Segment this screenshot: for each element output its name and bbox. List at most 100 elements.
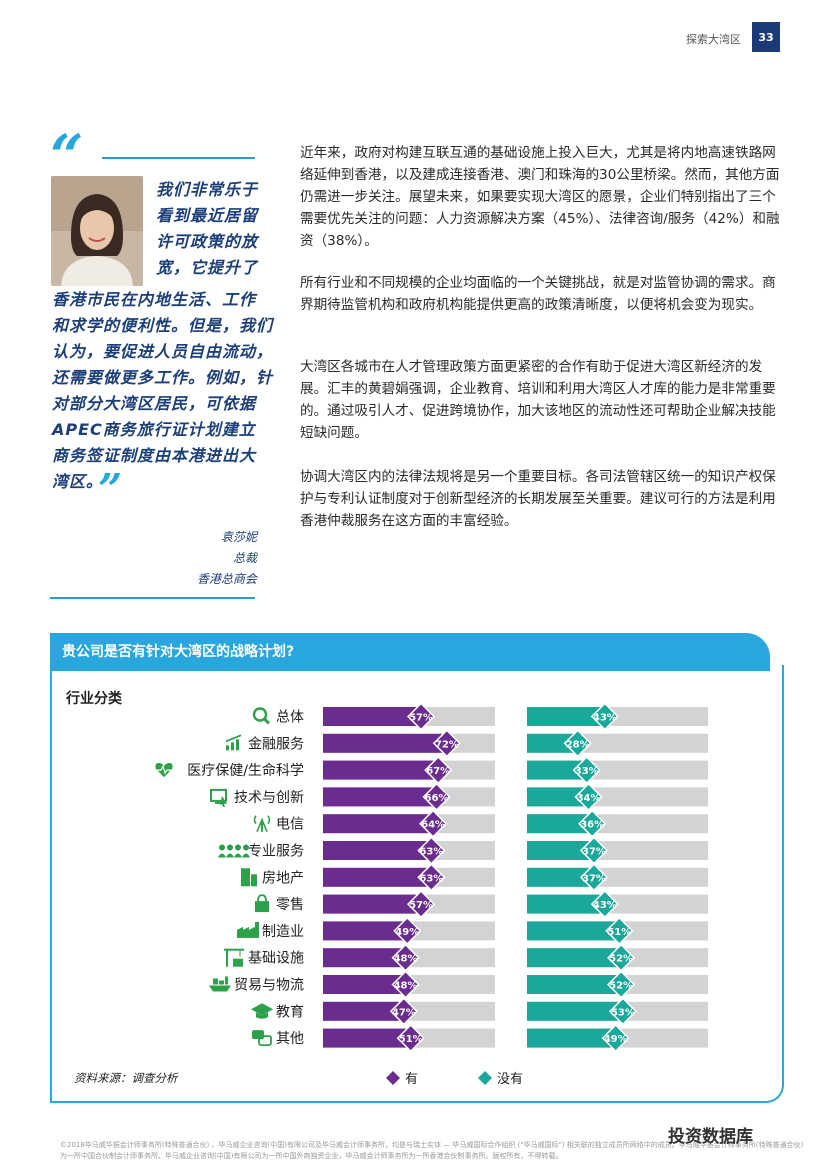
graduation-cap-icon [251,1003,273,1019]
legend-label: 没有 [497,1072,523,1087]
body-paragraph: 近年来，政府对构建互联互通的基础设施上投入巨大，尤其是将内地高速铁路网络延伸到香… [300,145,780,249]
bar-no [527,921,620,941]
chart-title: 贵公司是否有针对大湾区的战略计划? [62,644,295,660]
category-label: 电信 [276,817,304,833]
value-marker [572,756,601,785]
footer-copyright: ©2018毕马威华振会计师事务所(特殊普通合伙) 、毕马威企业咨询(中国)有限公… [60,1141,804,1149]
bar-yes [323,1028,411,1048]
bar-no [527,814,593,834]
value-marker [406,702,436,731]
bar-yes [323,1001,404,1021]
value-marker [601,1024,630,1053]
value-marker [579,863,609,892]
data-label: 36% [580,820,604,831]
bar-yes [323,894,422,914]
category-label: 技术与创新 [234,790,304,806]
antenna-icon [253,815,271,833]
portrait-photo [51,176,143,286]
people-group-icon [218,844,250,858]
legend-label: 有 [405,1072,418,1087]
category-label: 制造业 [262,924,304,940]
quote-line: 宽，它提升了 [155,258,258,277]
quote-author-title: 总裁 [232,551,257,565]
category-label: 总体 [276,710,304,726]
value-marker [391,970,420,999]
bar-yes [323,787,437,807]
cargo-ship-icon [209,976,231,992]
bar-no [527,1028,616,1048]
magnifier-icon [252,707,271,725]
bar-no [527,867,594,887]
data-label: 51% [399,1034,423,1045]
value-marker [578,809,607,838]
quote-line: 商务签证制度由本港进出大 [52,446,257,465]
bar-yes [323,707,422,726]
bar-yes [323,948,406,968]
bar-yes [323,760,439,780]
category-label: 其他 [276,1031,304,1047]
legend-marker [386,1071,400,1085]
legend-marker [478,1071,492,1085]
category-label: 贸易与物流 [234,978,304,994]
data-label: 57% [409,713,433,724]
quote-line: 湾区。 [52,472,104,491]
category-label: 医疗保健/生命科学 [187,762,304,779]
chart-frame [50,665,784,1103]
category-label: 专业服务 [248,844,304,860]
quote-author-name: 袁莎妮 [220,530,257,544]
value-marker [432,729,461,758]
quote-bottom-rule [50,597,255,599]
data-label: 33% [575,766,599,777]
data-label: 63% [419,873,443,884]
bar-no [527,1001,623,1021]
body-paragraph: 所有行业和不同规模的企业均面临的一个关键挑战，就是对监管协调的需求。商界期待监管… [300,275,776,313]
body-paragraph: 大湾区各城市在人才管理政策方面更紧密的合作有助于促进大湾区新经济的发展。汇丰的黄… [300,359,776,441]
chat-bubbles-icon [252,1030,272,1047]
quote-line: 香港市民在内地生活、工作 [52,290,257,309]
body-paragraph: 协调大湾区内的法律法规将是另一个重要目标。各司法管辖区统一的知识产权保护与专利认… [300,469,776,529]
bar-yes [323,921,408,941]
data-label: 34% [577,793,601,804]
data-label: 49% [604,1034,628,1045]
value-marker [389,997,418,1026]
quote-line: 看到最近居留 [155,206,258,225]
bar-yes [323,733,447,753]
quote-line: 还需要做更多工作。例如，针 [52,368,274,387]
growth-chart-icon [225,734,242,751]
bar-no [527,707,605,726]
value-marker [605,916,634,945]
shopping-bag-icon [255,894,269,913]
data-label: 51% [607,927,631,938]
quote-line: 我们非常乐于 [155,180,258,199]
data-label: 66% [425,793,449,804]
data-label: 63% [419,847,443,858]
value-marker [608,997,637,1026]
value-marker [590,890,619,919]
bar-no [527,787,589,807]
data-label: 64% [421,820,445,831]
quote-author-org: 香港总商会 [196,572,257,586]
value-marker [422,782,451,811]
bar-no [527,948,622,968]
bar-no [527,894,605,914]
bar-no [527,760,587,780]
bar-yes [323,814,434,834]
value-marker [607,970,636,999]
data-label: 53% [611,1007,635,1018]
monitor-touch-icon [210,788,227,807]
section-title: 探索大湾区 [686,33,741,46]
value-marker [406,890,436,919]
chart-source: 资料来源：调查分析 [74,1071,178,1085]
heartbeat-icon [155,762,173,778]
value-marker [393,916,422,945]
quote-top-rule [102,157,255,159]
data-label: 57% [409,900,433,911]
data-label: 52% [609,981,633,992]
bar-yes [323,841,432,860]
quote-line: APEC商务旅行证计划建立 [52,420,256,439]
category-label: 房地产 [262,870,304,886]
category-label: 零售 [276,897,304,913]
data-label: 37% [582,847,606,858]
watermark-text: 投资数据库 [668,1127,753,1147]
quote-line: 许可政策的放 [155,232,258,251]
